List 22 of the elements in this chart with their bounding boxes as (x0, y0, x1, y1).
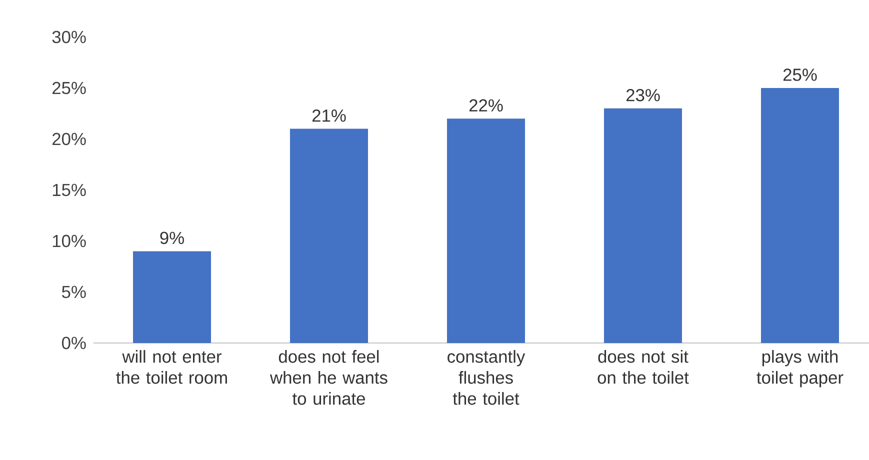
y-tick-label: 5% (62, 286, 86, 298)
data-label: 22% (469, 99, 503, 112)
y-tick-label: 15% (52, 184, 86, 196)
bar (760, 88, 839, 343)
bar (133, 251, 212, 343)
data-label: 9% (160, 232, 184, 244)
bar (446, 118, 525, 343)
y-tick-label: 20% (52, 132, 86, 146)
x-tick-label: does not feel when he wants to urinate (270, 350, 388, 405)
bar (290, 128, 368, 343)
x-tick-label: will not enter the toilet room (116, 350, 227, 384)
y-tick-label: 0% (62, 336, 86, 350)
y-tick-label: 25% (52, 82, 86, 94)
y-tick-label: 10% (52, 234, 86, 248)
x-tick-label: plays with toilet paper (756, 350, 844, 388)
y-tick-label: 30% (52, 30, 86, 44)
x-tick-label: does not sit on the toilet (598, 350, 689, 384)
data-label: 21% (312, 109, 346, 122)
bar (604, 108, 682, 343)
data-label: 25% (783, 68, 817, 81)
data-label: 23% (626, 88, 660, 102)
x-tick-label: constantly flushes the toilet (448, 350, 526, 405)
